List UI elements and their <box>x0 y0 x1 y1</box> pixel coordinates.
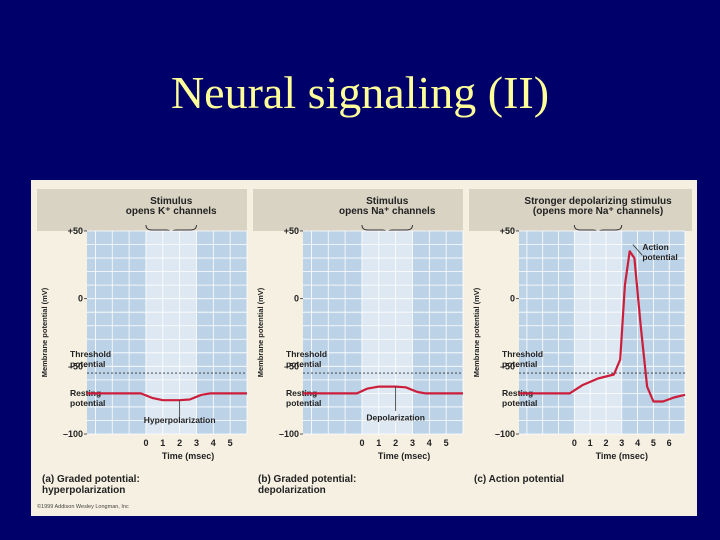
membrane-trace <box>519 250 686 403</box>
threshold-label: Threshold potential <box>286 349 327 369</box>
x-axis-label: Time (msec) <box>378 451 430 461</box>
y-tick-label: –100 <box>63 429 83 439</box>
x-tick-label: 4 <box>211 438 216 448</box>
y-tick-label: 0 <box>510 294 515 304</box>
membrane-trace <box>87 392 247 402</box>
x-tick-label: 5 <box>444 438 449 448</box>
stimulus-window <box>574 231 622 434</box>
annotation-label: Depolarization <box>366 412 425 422</box>
chart-header-text: Stimulus opens K⁺ channels <box>126 196 217 217</box>
chart-header-text: Stimulus opens Na⁺ channels <box>339 196 436 217</box>
x-tick-label: 5 <box>651 438 656 448</box>
chart-header-band <box>253 189 463 231</box>
y-tick-label: +50 <box>500 226 515 236</box>
y-tick-label: –100 <box>279 429 299 439</box>
x-axis-label: Time (msec) <box>162 451 214 461</box>
slide-title: Neural signaling (II) <box>170 67 550 118</box>
chart-caption: (c) Action potential <box>474 474 564 485</box>
y-tick-label: +50 <box>284 226 299 236</box>
x-tick-label: 2 <box>177 438 182 448</box>
x-tick-label: 4 <box>635 438 640 448</box>
membrane-trace <box>303 385 463 395</box>
x-tick-label: 3 <box>194 438 199 448</box>
resting-label: Resting potential <box>502 388 537 408</box>
x-tick-label: 2 <box>393 438 398 448</box>
x-tick-label: 0 <box>143 438 148 448</box>
y-axis-label: Membrane potential (mV) <box>472 287 481 377</box>
y-tick-label: –50 <box>284 361 299 371</box>
resting-label: Resting potential <box>286 388 321 408</box>
chart-2: Stimulus opens Na⁺ channels +50 0 –50 –100 Mem… <box>253 189 464 496</box>
annotation-label: Hyperpolarization <box>144 415 216 425</box>
x-tick-label: 3 <box>619 438 624 448</box>
x-tick-label: 0 <box>572 438 577 448</box>
x-tick-label: 0 <box>359 438 364 448</box>
chart-header-text: Stronger depolarizing stimulus (opens mor… <box>524 196 672 217</box>
x-axis-label: Time (msec) <box>596 451 648 461</box>
y-tick-label: 0 <box>78 294 83 304</box>
x-tick-label: 4 <box>427 438 432 448</box>
figure-svg: Stimulus opens K⁺ channels +50 0 –50 –100 Memb… <box>37 189 692 510</box>
resting-label: Resting potential <box>70 388 105 408</box>
threshold-label: Threshold potential <box>70 349 111 369</box>
x-tick-label: 1 <box>160 438 165 448</box>
y-axis-label: Membrane potential (mV) <box>40 287 49 377</box>
chart-caption: (b) Graded potential: depolarization <box>258 474 356 496</box>
stimulus-window <box>145 231 197 434</box>
x-tick-label: 6 <box>667 438 672 448</box>
stimulus-window <box>361 231 413 434</box>
chart-caption: (a) Graded potential: hyperpolarization <box>42 474 140 496</box>
chart-header-band <box>37 189 247 231</box>
x-tick-label: 3 <box>410 438 415 448</box>
x-tick-label: 1 <box>588 438 593 448</box>
credit-text: ©1999 Addison Wesley Longman, Inc <box>37 503 129 510</box>
annotation-pointer <box>632 244 643 256</box>
chart-1: Stimulus opens K⁺ channels +50 0 –50 –100 Memb… <box>37 189 248 496</box>
x-tick-label: 2 <box>603 438 608 448</box>
y-tick-label: +50 <box>68 226 83 236</box>
y-tick-label: –100 <box>495 429 515 439</box>
y-tick-label: –50 <box>500 361 515 371</box>
x-tick-label: 1 <box>376 438 381 448</box>
x-tick-label: 5 <box>228 438 233 448</box>
y-axis-label: Membrane potential (mV) <box>256 287 265 377</box>
chart-3: Stronger depolarizing stimulus (opens mor… <box>469 189 692 485</box>
annotation-label: Action potential <box>642 242 677 262</box>
chart-header-band <box>469 189 692 231</box>
y-tick-label: –50 <box>68 361 83 371</box>
threshold-label: Threshold potential <box>502 349 543 369</box>
y-tick-label: 0 <box>294 294 299 304</box>
figure-panel: Stimulus opens K⁺ channels +50 0 –50 –100 Memb… <box>31 180 697 516</box>
